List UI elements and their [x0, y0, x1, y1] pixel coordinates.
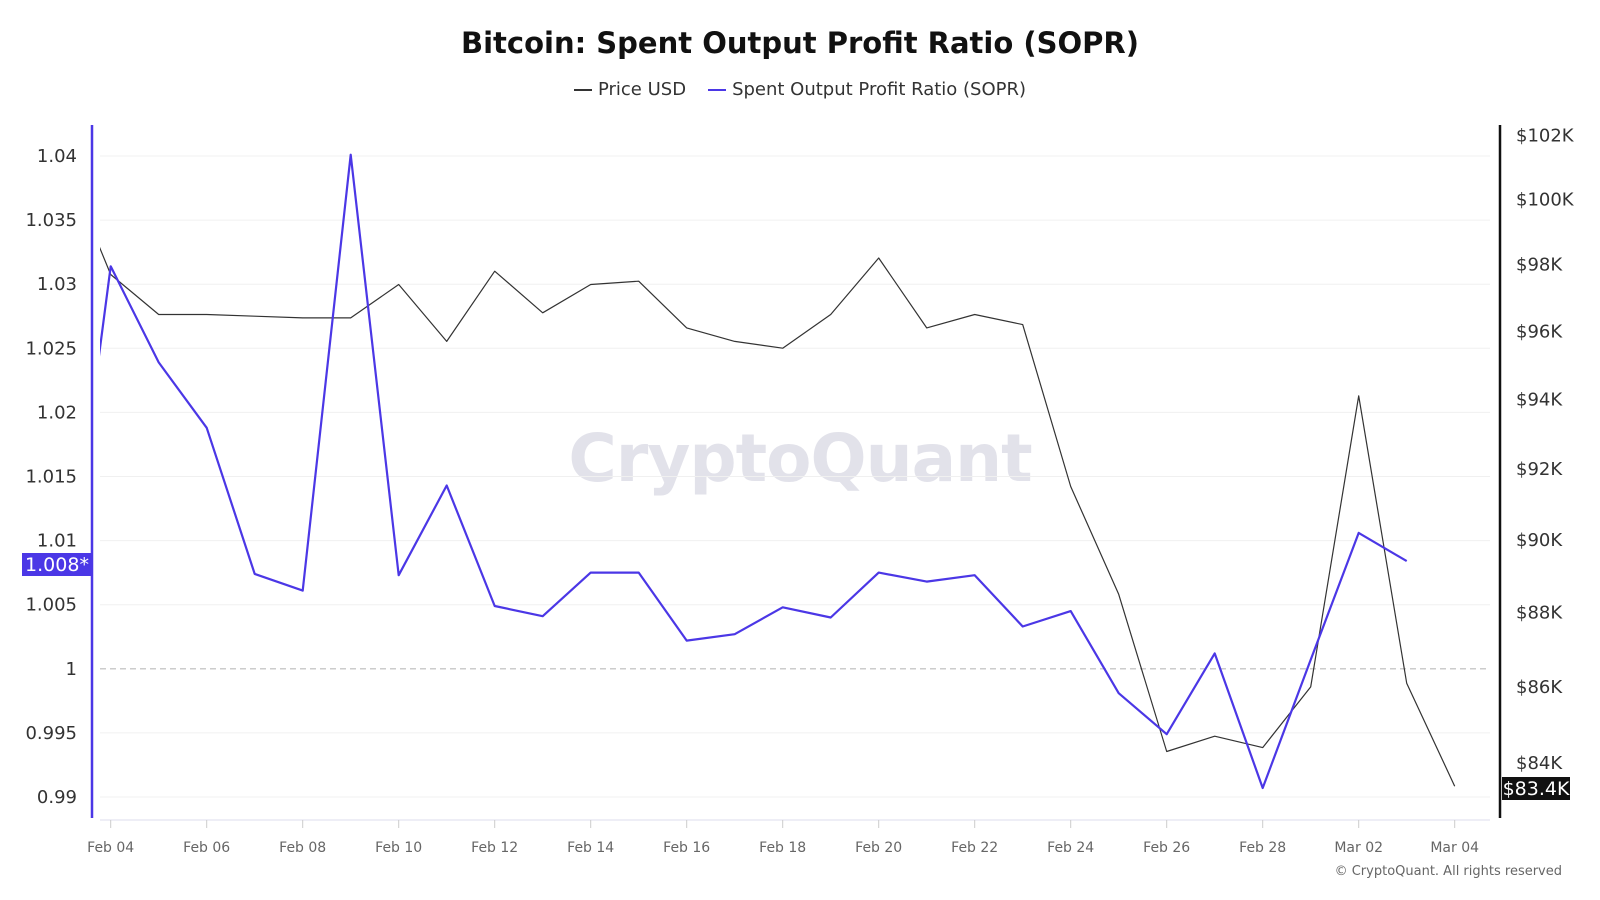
right-axis-tick-label: $92K [1516, 459, 1563, 480]
x-axis-tick-label: Feb 04 [87, 840, 134, 856]
sopr-line [100, 153, 1408, 790]
x-axis-tick-label: Feb 14 [567, 840, 614, 856]
copyright-footer: © CryptoQuant. All rights reserved [1334, 864, 1562, 879]
left-axis-tick-label: 1 [66, 659, 77, 680]
legend-swatch-price [573, 88, 592, 91]
left-axis-tick-label: 1.04 [37, 146, 77, 167]
left-axis-tick-label: 1.02 [37, 402, 77, 423]
legend-label-price: Price USD [597, 79, 687, 100]
right-axis-tick-label: $100K [1516, 189, 1575, 210]
series-group [100, 153, 1456, 790]
x-axis-tick-label: Feb 06 [183, 840, 230, 856]
right-axis-tick-label: $84K [1516, 753, 1563, 774]
legend-label-sopr: Spent Output Profit Ratio (SOPR) [732, 79, 1027, 100]
x-axis-tick-label: Feb 16 [663, 840, 710, 856]
left-axis-tick-label: 1.015 [25, 467, 77, 488]
right-axis-tick-label: $98K [1516, 255, 1563, 276]
price-usd-line [100, 246, 1456, 787]
left-axis-tick-label: 1.025 [25, 338, 77, 359]
price-last-value-badge: $83.4K [1502, 777, 1570, 800]
x-axis-tick-label: Feb 18 [759, 840, 806, 856]
right-axis-tick-label: $96K [1516, 321, 1563, 342]
watermark-logo: CryptoQuant [568, 420, 1032, 497]
x-axis-tick-label: Feb 20 [855, 840, 902, 856]
legend-item-sopr[interactable]: Spent Output Profit Ratio (SOPR) [708, 79, 1026, 100]
x-axis-tick-label: Feb 26 [1143, 840, 1190, 856]
right-axis-tick-label: $94K [1516, 389, 1563, 410]
legend-swatch-sopr [708, 88, 727, 91]
chart-title: Bitcoin: Spent Output Profit Ratio (SOPR… [460, 26, 1140, 60]
left-axis-tick-label: 0.99 [37, 787, 77, 808]
x-axis-tick-label: Feb 22 [951, 840, 998, 856]
right-axis-tick-label: $90K [1516, 530, 1563, 551]
x-axis-tick-label: Feb 24 [1047, 840, 1094, 856]
right-axis-tick-label: $102K [1516, 125, 1575, 146]
left-axis-tick-label: 0.995 [25, 723, 77, 744]
sopr-last-value-badge: 1.008* [22, 553, 92, 576]
left-axis-tick-label: 1.005 [25, 595, 77, 616]
left-axis-tick-label: 1.035 [25, 210, 77, 231]
right-axis-tick-label: $86K [1516, 677, 1563, 698]
legend: Price USD Spent Output Profit Ratio (SOP… [0, 79, 1600, 100]
legend-item-price[interactable]: Price USD [573, 79, 687, 100]
x-axis-tick-label: Feb 10 [375, 840, 422, 856]
x-axis-tick-label: Mar 04 [1430, 840, 1479, 856]
x-axis-tick-label: Mar 02 [1334, 840, 1383, 856]
x-axis-tick-label: Feb 28 [1239, 840, 1286, 856]
right-axis-tick-label: $88K [1516, 603, 1563, 624]
x-axis-tick-label: Feb 12 [471, 840, 518, 856]
left-axis-tick-label: 1.01 [37, 531, 77, 552]
left-axis-tick-label: 1.03 [37, 274, 77, 295]
x-axis-tick-label: Feb 08 [279, 840, 326, 856]
